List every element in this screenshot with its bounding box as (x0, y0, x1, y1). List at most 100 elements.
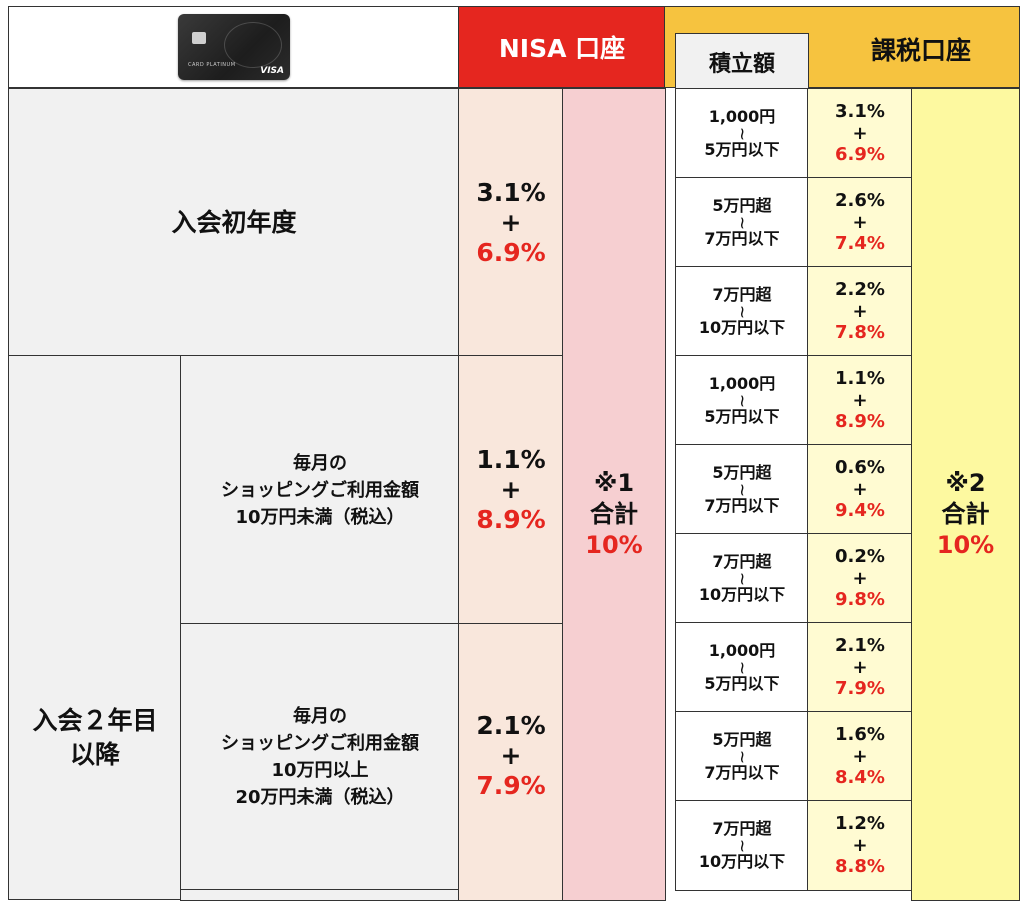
nisa-rate-bonus: 8.9% (476, 505, 546, 534)
amount-to: 7万円以下 (704, 228, 780, 248)
taxable-rate-base: 1.6% (835, 723, 885, 745)
card-swirl-decoration (224, 22, 282, 68)
amount-to: 5万円以下 (704, 139, 780, 159)
nisa-total-cell: ※1 合計 10% (562, 88, 666, 901)
card-header-cell: CARD PLATINUM VISA (8, 6, 460, 88)
taxable-rate-bonus: 9.8% (835, 589, 885, 611)
taxable-rate-cell: 0.2% +9.8% (807, 533, 913, 624)
taxable-rate-bonus: 7.9% (835, 678, 885, 700)
taxable-rate-base: 1.1% (835, 367, 885, 389)
tilde-icon: ⁓ (735, 572, 749, 585)
amount-header-label: 積立額 (708, 51, 775, 77)
taxable-rate-bonus: 8.8% (835, 856, 885, 878)
tier2-label-line4: 20万円未満（税込） (235, 787, 405, 808)
second-year-label-line1: 入会２年目 (32, 705, 158, 735)
taxable-total-note: ※2 (945, 468, 986, 497)
card-chip-icon (192, 32, 206, 44)
taxable-rate-cell: 3.1% +6.9% (807, 88, 913, 179)
amount-to: 10万円以下 (698, 584, 786, 604)
nisa-rate-plus: + (500, 207, 522, 237)
tier1-label-cell: 毎月の ショッピングご利用金額 10万円未満（税込） (180, 355, 460, 625)
tilde-icon: ⁓ (735, 483, 749, 496)
amount-to: 10万円以下 (698, 317, 786, 337)
taxable-rate-cell: 0.6% +9.4% (807, 444, 913, 535)
tier3-label-cell-partial (180, 889, 460, 901)
taxable-rate-cell: 2.6% +7.4% (807, 177, 913, 268)
taxable-rate-plus: + (852, 389, 868, 411)
tilde-icon: ⁓ (735, 661, 749, 674)
taxable-account-header-label: 課税口座 (870, 36, 971, 65)
amount-range-cell: 5万円超 ⁓ 7万円以下 (675, 177, 809, 268)
taxable-rate-plus: + (852, 478, 868, 500)
amount-range-cell: 5万円超 ⁓ 7万円以下 (675, 444, 809, 535)
nisa-total-label: 合計 (590, 499, 638, 528)
taxable-rate-plus: + (852, 300, 868, 322)
amount-from: 1,000円 (708, 107, 776, 127)
tier2-label-line3: 10万円以上 (271, 760, 369, 781)
tilde-icon: ⁓ (735, 216, 749, 229)
amount-to: 5万円以下 (704, 673, 780, 693)
taxable-rate-base: 2.6% (835, 189, 885, 211)
taxable-rate-bonus: 9.4% (835, 500, 885, 522)
taxable-rate-base: 0.6% (835, 456, 885, 478)
credit-card-image: CARD PLATINUM VISA (178, 14, 290, 80)
nisa-rate-base: 1.1% (476, 445, 546, 474)
amount-range-cell: 1,000円 ⁓ 5万円以下 (675, 622, 809, 713)
taxable-rate-base: 0.2% (835, 545, 885, 567)
taxable-total-cell: ※2 合計 10% (911, 88, 1020, 901)
amount-to: 7万円以下 (704, 495, 780, 515)
nisa-rate-base: 3.1% (476, 177, 546, 207)
amount-from: 5万円超 (712, 463, 772, 483)
nisa-rate-plus: + (500, 741, 522, 770)
taxable-rate-cell: 2.1% +7.9% (807, 622, 913, 713)
taxable-rate-plus: + (852, 656, 868, 678)
nisa-rate-tier2: 2.1% + 7.9% (458, 623, 564, 901)
taxable-rate-base: 3.1% (835, 100, 885, 122)
nisa-rate-tier1: 1.1% + 8.9% (458, 355, 564, 625)
tier1-label-line2: ショッピングご利用金額 (221, 479, 419, 501)
taxable-rate-base: 1.2% (835, 812, 885, 834)
tier1-label-line3: 10万円未満（税込） (235, 506, 405, 528)
amount-from: 7万円超 (712, 819, 772, 839)
tilde-icon: ⁓ (735, 839, 749, 852)
visa-logo: VISA (260, 66, 284, 76)
first-year-label: 入会初年度 (171, 207, 297, 237)
tilde-icon: ⁓ (735, 305, 749, 318)
taxable-rate-plus: + (852, 745, 868, 767)
nisa-rate-first-year: 3.1% + 6.9% (458, 88, 564, 357)
taxable-rate-bonus: 6.9% (835, 144, 885, 166)
tilde-icon: ⁓ (735, 394, 749, 407)
nisa-rate-bonus: 7.9% (476, 771, 546, 800)
taxable-rate-bonus: 7.8% (835, 322, 885, 344)
nisa-total-note: ※1 (593, 468, 635, 497)
amount-to: 10万円以下 (698, 851, 786, 871)
tier2-label-cell: 毎月の ショッピングご利用金額 10万円以上 20万円未満（税込） (180, 623, 460, 891)
nisa-rate-base: 2.1% (476, 711, 546, 740)
amount-range-cell: 7万円超 ⁓ 10万円以下 (675, 533, 809, 624)
tilde-icon: ⁓ (735, 750, 749, 763)
nisa-account-header-label: NISA 口座 (498, 34, 626, 63)
taxable-rate-plus: + (852, 122, 868, 144)
nisa-rate-plus: + (500, 475, 522, 504)
amount-from: 1,000円 (708, 374, 776, 394)
tier2-label-line1: 毎月の (293, 706, 347, 727)
taxable-rate-bonus: 8.9% (835, 411, 885, 433)
taxable-rate-plus: + (852, 834, 868, 856)
nisa-total-value: 10% (585, 531, 643, 560)
taxable-rate-plus: + (852, 567, 868, 589)
amount-range-cell: 7万円超 ⁓ 10万円以下 (675, 800, 809, 891)
amount-range-cell: 5万円超 ⁓ 7万円以下 (675, 711, 809, 802)
second-year-label-line2: 以降 (69, 739, 120, 769)
tier1-label-line1: 毎月の (293, 452, 347, 474)
taxable-total-label: 合計 (941, 499, 990, 528)
tilde-icon: ⁓ (735, 127, 749, 140)
amount-from: 5万円超 (712, 196, 772, 216)
taxable-rate-bonus: 8.4% (835, 767, 885, 789)
amount-from: 7万円超 (712, 552, 772, 572)
tier2-label-line2: ショッピングご利用金額 (221, 733, 419, 754)
taxable-rate-base: 2.1% (835, 634, 885, 656)
taxable-rate-plus: + (852, 211, 868, 233)
amount-header: 積立額 (675, 33, 809, 90)
second-year-label-cell: 入会２年目 以降 (8, 355, 182, 900)
taxable-rate-cell: 2.2% +7.8% (807, 266, 913, 357)
